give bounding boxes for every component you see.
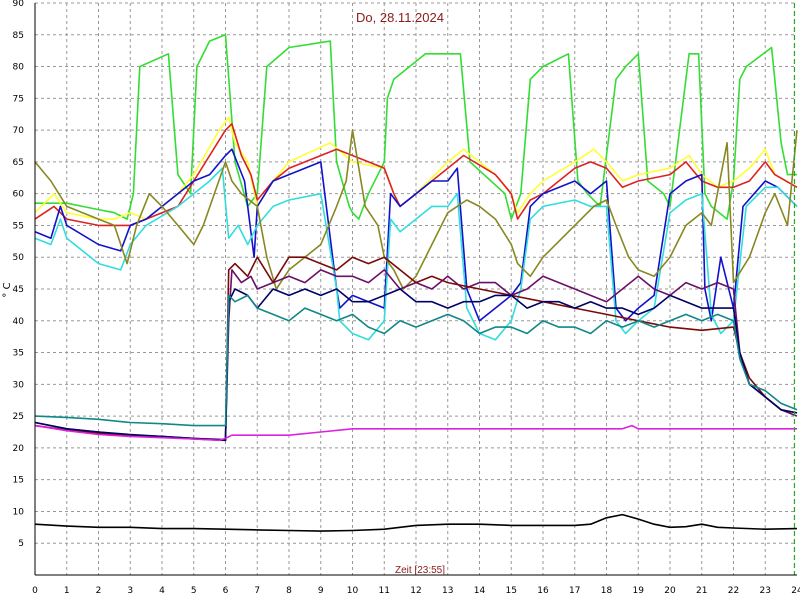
x-tick-label: 22: [728, 586, 739, 596]
y-tick-label: 85: [13, 31, 24, 41]
y-tick-label: 35: [13, 349, 24, 359]
y-tick-label: 45: [13, 285, 24, 295]
series-line-6: [34, 129, 798, 290]
y-tick-label: 20: [13, 444, 25, 454]
x-axis-ticks: 0 1 2 3 4 5 6 7 8 9 10 11 12 13 14 15 16 17 18 19 20 21 22 23 24: [32, 586, 800, 596]
x-tick-label: 21: [696, 586, 707, 596]
y-tick-label: 55: [13, 221, 24, 231]
x-tick-label: 7: [254, 586, 260, 596]
y-tick-label: 80: [13, 63, 25, 73]
y-axis-label: ° C: [2, 282, 13, 297]
x-axis-label: Zeit [23:55]: [395, 565, 445, 576]
x-tick-label: 4: [159, 586, 165, 596]
series-line-5: [34, 167, 798, 341]
x-tick-label: 24: [791, 586, 800, 596]
x-tick-label: 5: [191, 586, 197, 596]
chart-title: Do, 28.11.2024: [356, 10, 444, 25]
x-tick-label: 1: [64, 586, 70, 596]
y-tick-label: 75: [13, 94, 24, 104]
x-tick-label: 15: [506, 586, 517, 596]
y-tick-label: 40: [13, 317, 25, 327]
x-tick-label: 18: [601, 586, 613, 596]
chart-grid: [35, 2, 797, 575]
x-tick-label: 8: [286, 586, 292, 596]
y-tick-label: 5: [18, 539, 24, 549]
x-tick-label: 9: [318, 586, 324, 596]
x-tick-label: 0: [32, 586, 38, 596]
y-tick-label: 60: [13, 190, 25, 200]
x-tick-label: 20: [664, 586, 676, 596]
y-tick-label: 90: [13, 0, 25, 9]
series-line-11: [34, 424, 797, 442]
x-tick-label: 6: [223, 586, 229, 596]
y-tick-label: 65: [13, 158, 24, 168]
x-tick-label: 10: [347, 586, 359, 596]
x-tick-label: 11: [379, 586, 390, 596]
y-tick-label: 10: [13, 507, 25, 517]
y-tick-label: 15: [13, 476, 24, 486]
y-tick-label: 50: [13, 253, 25, 263]
x-tick-label: 2: [96, 586, 102, 596]
y-tick-label: 30: [13, 380, 25, 390]
x-tick-label: 16: [537, 586, 549, 596]
x-tick-label: 13: [442, 586, 453, 596]
x-tick-label: 14: [474, 586, 486, 596]
x-tick-label: 19: [633, 586, 645, 596]
x-tick-label: 12: [410, 586, 421, 596]
series-line-4: [34, 148, 798, 322]
series-line-12: [34, 513, 798, 532]
series-line-10: [34, 294, 798, 427]
series-line-1: [35, 33, 797, 220]
x-tick-label: 17: [569, 586, 580, 596]
chart-axes: [34, 3, 797, 576]
x-tick-label: 3: [127, 586, 133, 596]
chart-series: [34, 33, 798, 532]
series-line-9: [34, 288, 798, 442]
x-tick-label: 23: [760, 586, 771, 596]
y-tick-label: 70: [13, 126, 25, 136]
y-axis-ticks: 5 10 15 20 25 30 35 40 45 50 55 60 65 70 75 80 85 90: [13, 0, 25, 549]
series-line-7: [34, 269, 798, 441]
y-tick-label: 25: [13, 412, 24, 422]
